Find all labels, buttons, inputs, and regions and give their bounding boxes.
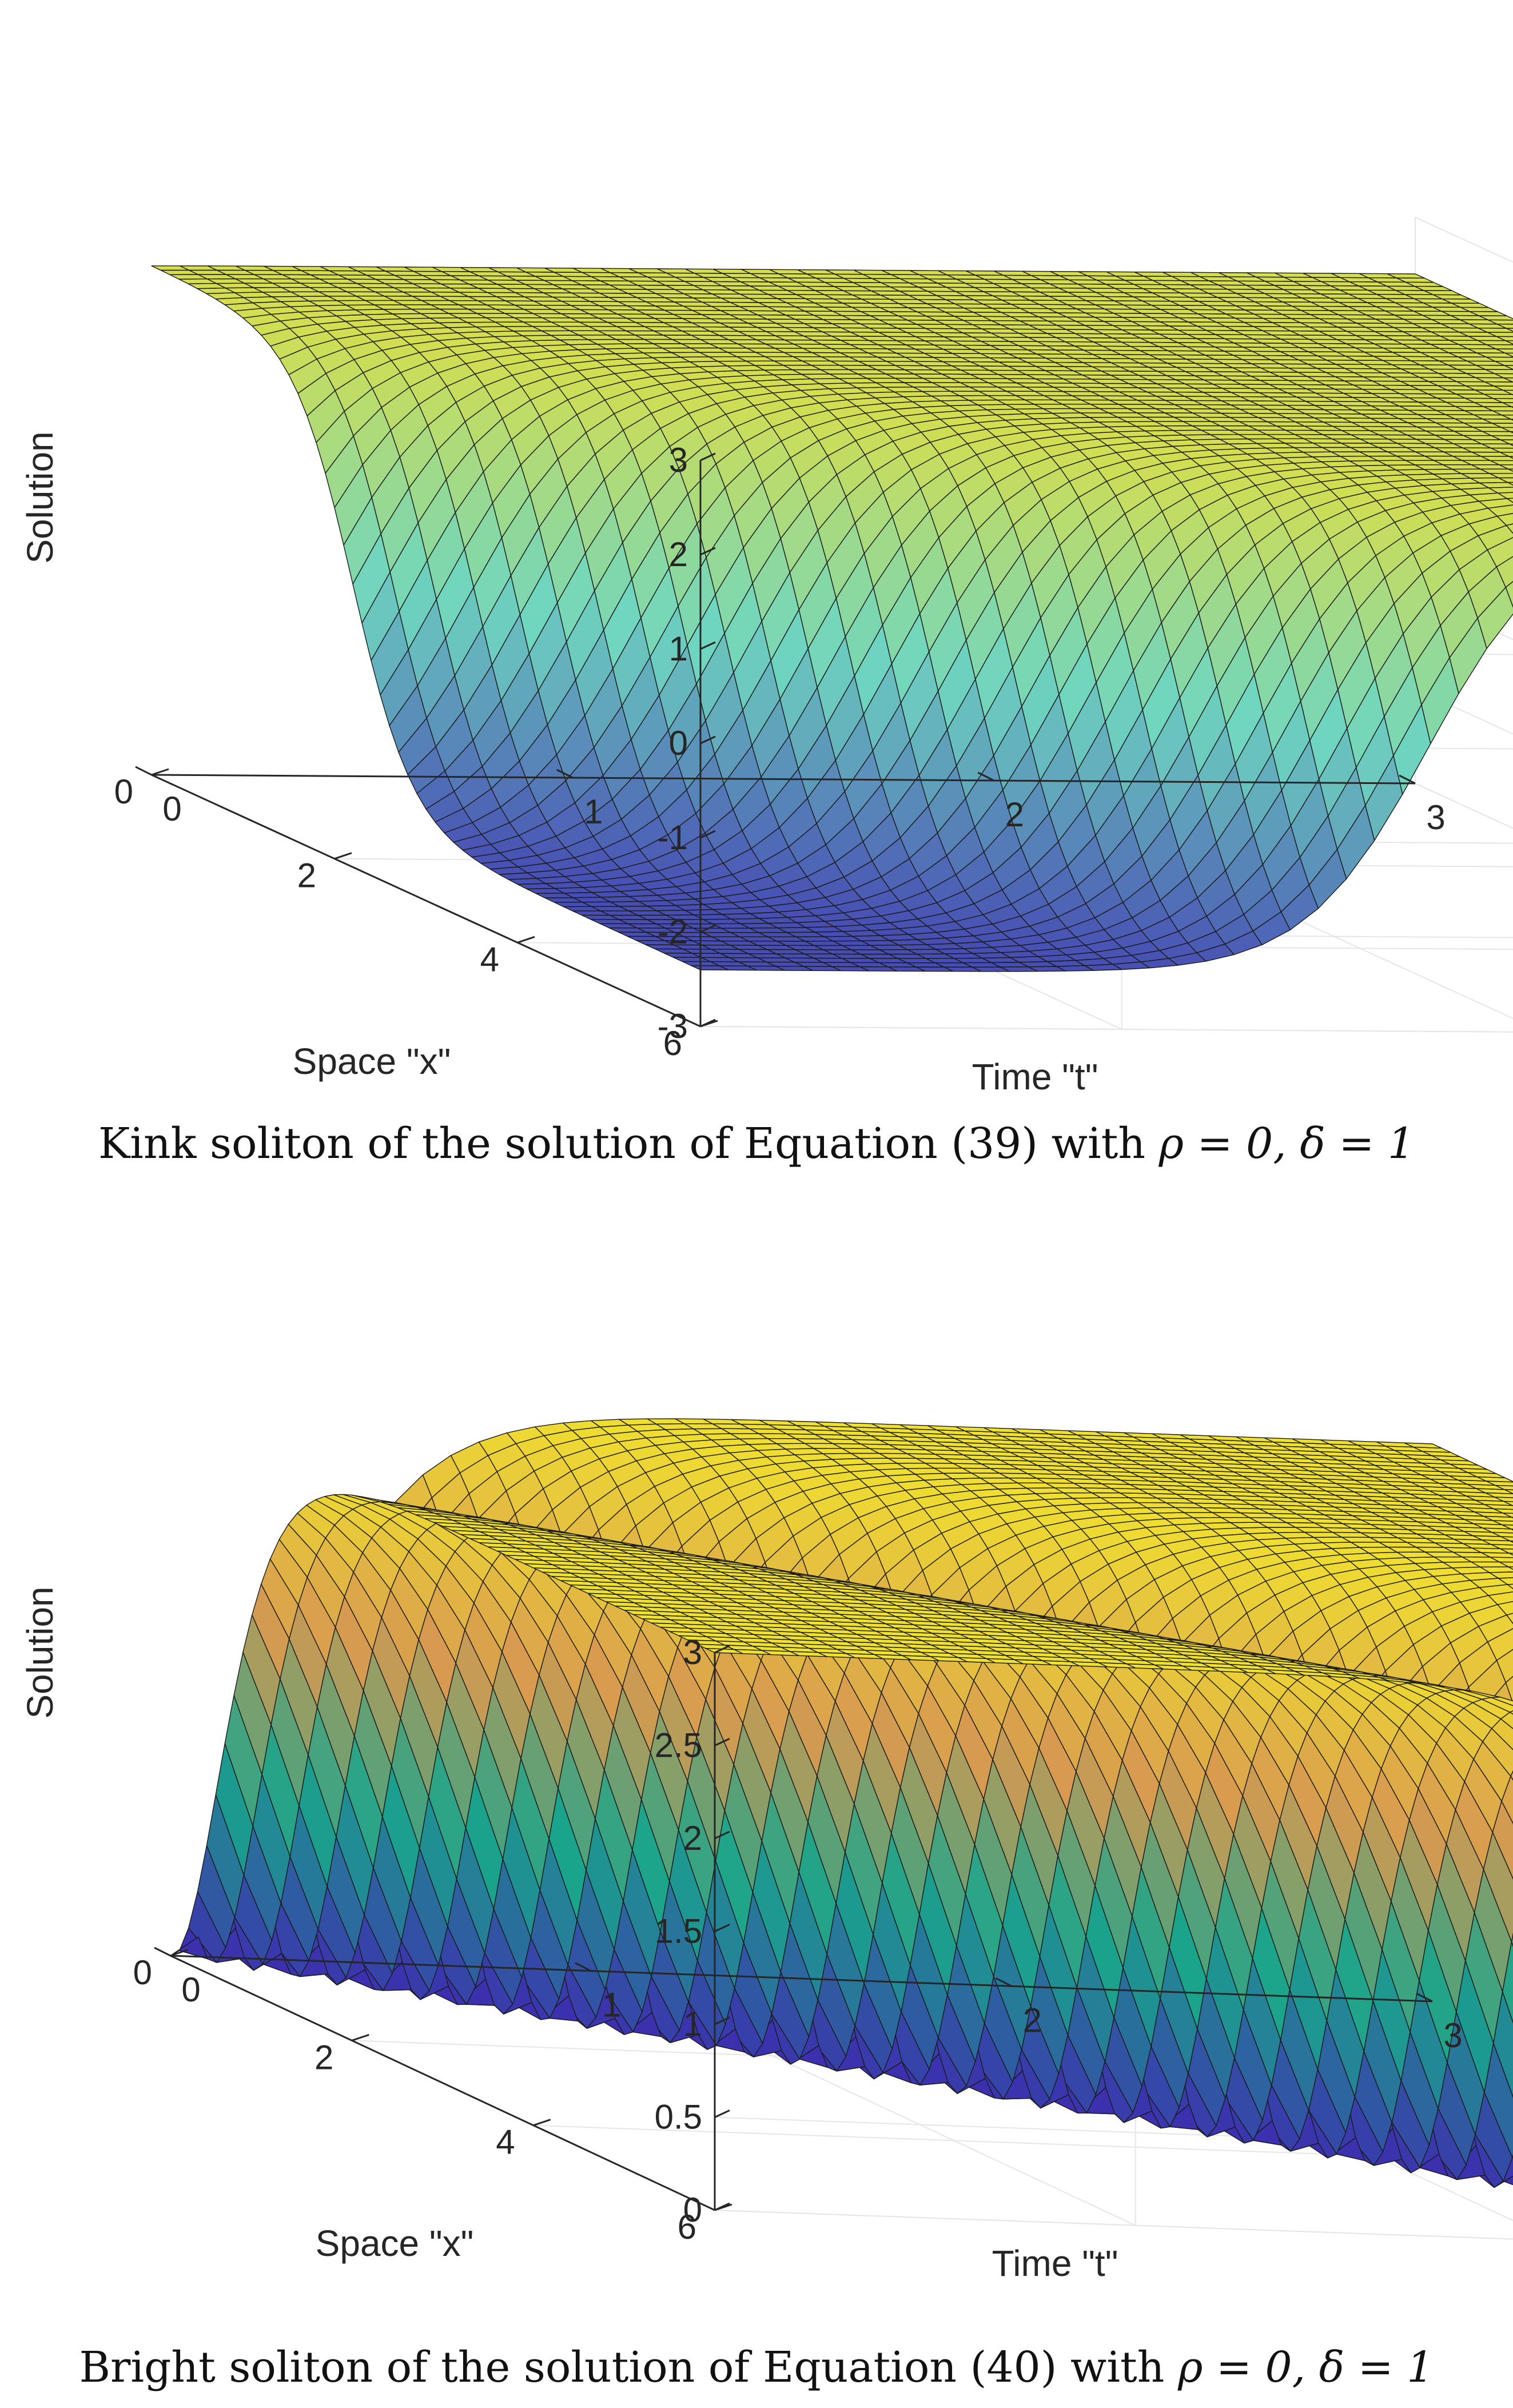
z-tick-label: 0 [669,724,688,762]
z-tick-label: 1 [669,630,688,668]
x-axis-label: Space "x" [293,1041,451,1082]
z-tick-label: -1 [658,818,688,857]
surface-mesh [151,265,1513,972]
x-tick-label: 2 [297,857,316,895]
y-tick [135,766,152,776]
z-tick-label: 2 [669,535,688,574]
x-tick [151,768,169,776]
caption-kink-math: ρ = 0, δ = 1 [1158,1119,1415,1168]
x-tick-label: 0 [114,773,133,811]
x-tick [334,852,352,860]
x-tick-label: 6 [663,1024,682,1062]
x-tick-label: 4 [480,940,499,978]
x-tick [517,936,535,944]
caption-kink-text: Kink soliton of the solution of Equation… [98,1119,1159,1168]
y-tick-label: 0 [162,790,181,828]
y-tick-label: 3 [1426,798,1445,837]
y-axis-label: Time "t" [972,1056,1098,1097]
grid-line [700,1026,1513,1033]
y-tick-label: 1 [584,793,603,831]
caption-kink: Kink soliton of the solution of Equation… [98,1119,1415,1168]
z-tick-label: 3 [669,441,688,479]
z-tick-label: -2 [658,913,688,951]
z-axis-label: Solution [19,431,61,563]
y-tick-label: 2 [1005,795,1024,834]
surface-mesh [170,1418,1513,2188]
